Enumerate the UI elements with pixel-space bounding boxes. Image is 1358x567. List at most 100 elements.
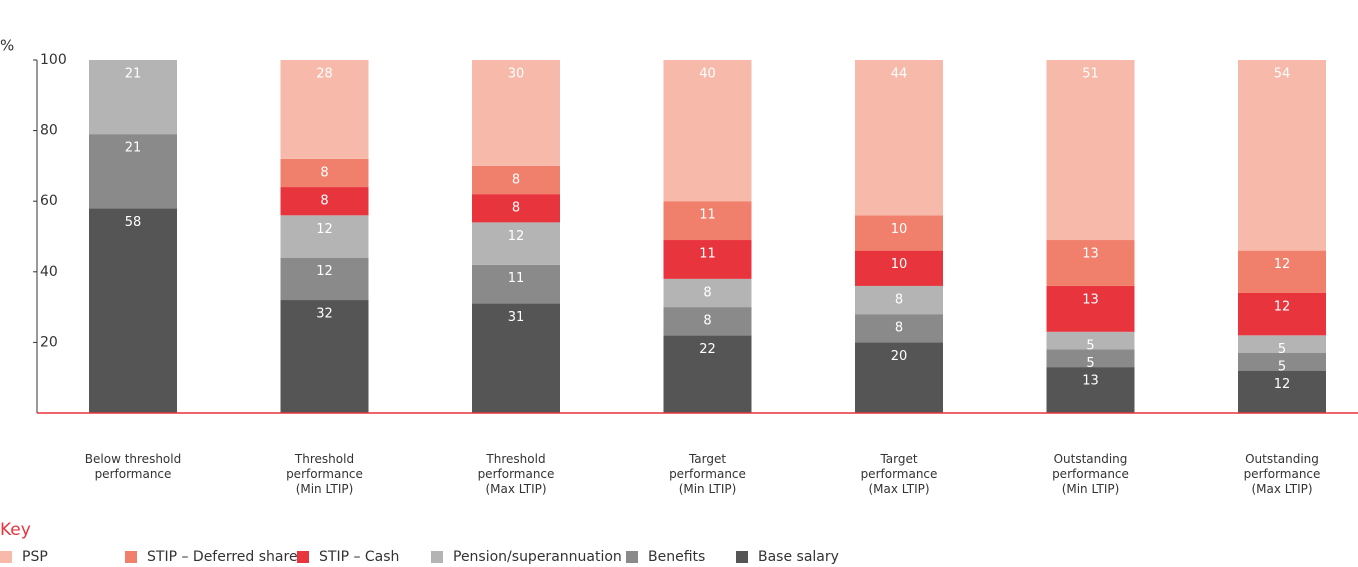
x-tick-label: Target performance (Max LTIP): [860, 452, 938, 496]
x-tick-label: Below threshold performance: [84, 452, 182, 481]
data-label: 28: [316, 67, 333, 82]
data-label: 10: [891, 257, 908, 272]
bar-segment: [280, 257, 369, 301]
bar-segment: [663, 240, 752, 279]
data-label: 21: [125, 141, 142, 156]
data-label: 12: [316, 264, 333, 279]
legend-swatch: [626, 551, 638, 563]
data-label: 12: [1274, 257, 1291, 272]
data-label: 21: [125, 67, 142, 82]
y-tick-label: 60: [40, 193, 58, 209]
bar-segment: [472, 194, 560, 223]
bar-segment: [1238, 250, 1326, 293]
legend-swatch: [297, 551, 309, 563]
data-label: 12: [1274, 377, 1291, 392]
y-tick-label: 100: [40, 52, 67, 68]
data-label: 5: [1278, 342, 1286, 357]
data-label: 31: [508, 310, 525, 325]
bar-segment: [855, 342, 943, 413]
data-label: 11: [508, 271, 525, 286]
data-label: 11: [699, 247, 716, 262]
legend-item: STIP – Cash: [297, 549, 399, 565]
data-label: 8: [895, 292, 903, 307]
data-label: 22: [699, 342, 716, 357]
data-label: 58: [125, 215, 142, 230]
bar-segment: [1238, 370, 1326, 413]
x-tick-label: Threshold performance (Min LTIP): [286, 452, 363, 496]
data-label: 10: [891, 222, 908, 237]
bar-segment: [472, 60, 560, 166]
legend-label: Benefits: [648, 549, 706, 565]
data-label: 13: [1082, 374, 1099, 389]
legend-item: PSP: [0, 549, 48, 565]
bar-segment: [855, 285, 943, 315]
bar-segment: [663, 60, 752, 202]
data-label: 8: [320, 165, 328, 180]
bar-segment: [663, 201, 752, 241]
data-label: 8: [512, 172, 520, 187]
legend-item: STIP – Deferred shares: [125, 549, 305, 565]
data-label: 54: [1274, 67, 1291, 82]
bar-segment: [855, 250, 943, 286]
bar-segment: [89, 134, 177, 209]
bar-segment: [1046, 240, 1135, 286]
y-tick-label: 40: [40, 264, 58, 280]
legend-item: Base salary: [736, 549, 839, 565]
data-label: 8: [703, 314, 711, 329]
bar-segment: [89, 60, 177, 135]
y-tick-label: 20: [40, 334, 58, 350]
bar-segment: [855, 215, 943, 251]
legend-label: PSP: [22, 549, 48, 565]
bar-segment: [1046, 331, 1135, 350]
legend-label: STIP – Deferred shares: [147, 549, 305, 565]
legend-label: Pension/superannuation: [453, 549, 622, 565]
bar-segment: [472, 264, 560, 304]
bar-segment: [855, 314, 943, 343]
bar-segment: [1238, 292, 1326, 336]
data-label: 8: [895, 321, 903, 336]
legend-label: Base salary: [758, 549, 839, 565]
bar-segment: [280, 215, 369, 258]
data-label: 51: [1082, 67, 1099, 82]
data-label: 5: [1278, 359, 1286, 374]
legend-item: Benefits: [626, 549, 705, 565]
legend-title: Key: [0, 520, 31, 540]
bar-segment: [1046, 367, 1135, 413]
bar-segment: [1238, 60, 1326, 251]
bar-segment: [1238, 335, 1326, 353]
bar-segment: [663, 307, 752, 336]
bar-segment: [1046, 285, 1135, 332]
bar-segment: [280, 60, 369, 159]
data-label: 20: [891, 349, 908, 364]
bar-segment: [472, 303, 560, 413]
bar-segment: [1046, 60, 1135, 241]
data-label: 12: [508, 229, 525, 244]
x-tick-label: Threshold performance (Max LTIP): [477, 452, 555, 496]
data-label: 40: [699, 67, 716, 82]
data-label: 13: [1082, 247, 1099, 262]
data-label: 5: [1086, 338, 1094, 353]
bar-segment: [1046, 349, 1135, 368]
legend-swatch: [0, 551, 12, 563]
bar-segment: [472, 165, 560, 195]
bar-segment: [663, 335, 752, 413]
x-tick-label: Outstanding performance (Min LTIP): [1052, 452, 1129, 496]
data-label: 5: [1086, 356, 1094, 371]
legend-item: Pension/superannuation: [431, 549, 622, 565]
data-label: 8: [703, 285, 711, 300]
data-label: 8: [512, 201, 520, 216]
data-label: 30: [508, 67, 525, 82]
legend-swatch: [431, 551, 443, 563]
legend-swatch: [736, 551, 748, 563]
legend-swatch: [125, 551, 137, 563]
legend-label: STIP – Cash: [319, 549, 400, 565]
bar-segment: [89, 208, 177, 413]
x-tick-label: Target performance (Min LTIP): [669, 452, 746, 496]
data-label: 13: [1082, 292, 1099, 307]
bar-segment: [280, 187, 369, 216]
x-tick-label: Outstanding performance (Max LTIP): [1243, 452, 1321, 496]
y-tick-label: 80: [40, 123, 58, 139]
bar-segment: [472, 222, 560, 265]
